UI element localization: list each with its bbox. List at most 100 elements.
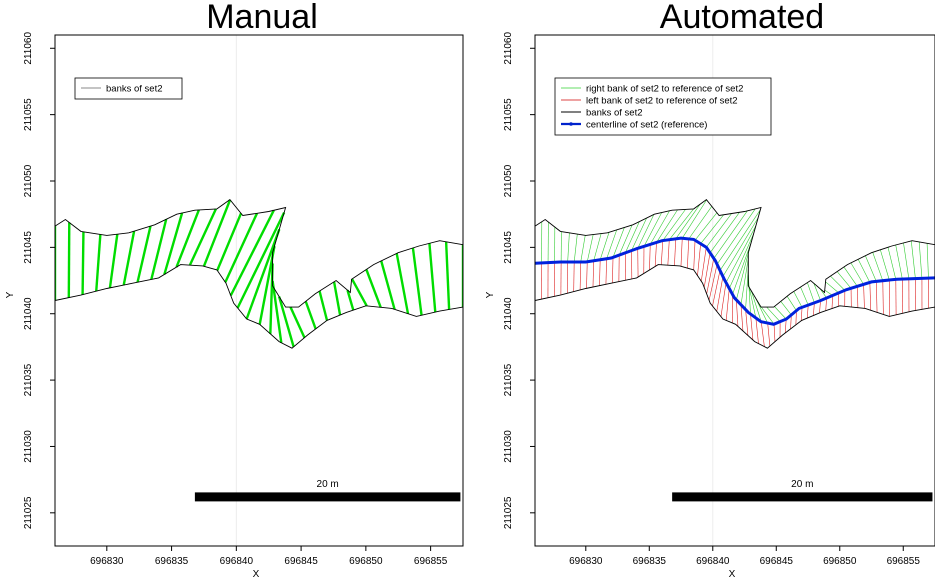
y-axis-label: Y (5, 291, 16, 298)
right-link-line (880, 249, 890, 281)
y-axis-label: Y (485, 291, 496, 298)
right-link-line (759, 304, 775, 325)
legend-label: right bank of set2 to reference of set2 (586, 83, 743, 94)
right-link-line (631, 217, 647, 251)
right-link-line (830, 275, 846, 291)
right-link-line (722, 217, 759, 277)
transect-line (175, 209, 201, 268)
legend-box (554, 77, 772, 136)
x-tick-label: 696840 (220, 556, 254, 567)
left-link-line (649, 244, 651, 270)
right-link-line (825, 281, 839, 294)
bank-line (55, 264, 463, 349)
right-link-line (593, 233, 602, 261)
left-link-line (703, 252, 711, 288)
right-link-line (807, 282, 815, 303)
plot-frame (54, 34, 464, 547)
right-link-line (918, 241, 923, 279)
right-link-line (669, 208, 694, 240)
right-link-line (725, 225, 757, 283)
x-tick-label: 696850 (823, 556, 857, 567)
left-link-line (736, 299, 739, 327)
transect-line (289, 306, 306, 339)
left-link-line (716, 276, 724, 312)
left-link-line (750, 313, 754, 341)
left-link-line (745, 309, 749, 336)
transect-line (81, 231, 85, 295)
x-tick-label: 696840 (696, 556, 730, 567)
right-link-line (709, 212, 740, 253)
y-tick-label: 211050 (23, 164, 34, 197)
left-link-line (667, 239, 670, 266)
left-link-line (863, 284, 865, 309)
right-link-line (748, 283, 757, 318)
left-link-line (697, 243, 701, 276)
right-link-line (606, 229, 618, 259)
left-link-line (857, 286, 859, 308)
transect-line (318, 290, 329, 321)
x-tick-label: 696845 (760, 556, 794, 567)
transect-line (163, 212, 184, 275)
left-link-line (882, 280, 884, 315)
transect-line (350, 278, 368, 307)
y-tick-label: 211035 (503, 363, 514, 396)
right-link-line (599, 232, 610, 260)
right-link-line (843, 266, 858, 287)
scalebar (672, 492, 933, 502)
left-link-line (612, 257, 614, 283)
left-link-line (813, 302, 815, 316)
plot-area (535, 198, 935, 349)
x-tick-label: 696850 (349, 556, 383, 567)
right-link-line (612, 227, 625, 258)
right-link-line (728, 233, 754, 289)
right-link-line (865, 255, 877, 282)
transect-line (271, 280, 283, 343)
y-tick-label: 211050 (503, 164, 514, 197)
chart-title: Automated (660, 0, 824, 36)
right-link-line (910, 240, 916, 279)
left-link-line (740, 304, 744, 331)
right-link-line (649, 210, 670, 245)
transect-line (411, 247, 423, 316)
transect-line (365, 269, 382, 308)
left-link-line (654, 242, 657, 267)
left-link-line (767, 323, 771, 347)
transect-line (202, 199, 232, 267)
chart-title: Manual (206, 0, 318, 36)
right-link-line (625, 221, 640, 253)
legend-label: banks of set2 (586, 107, 643, 118)
right-link-line (736, 249, 750, 300)
right-link-line (586, 234, 594, 262)
transect-line (395, 253, 410, 314)
left-link-line (660, 240, 664, 265)
transect-line (229, 209, 275, 297)
right-link-line (637, 214, 655, 249)
transect-line (332, 281, 342, 316)
transect-line (304, 300, 317, 330)
right-link-line (895, 244, 903, 280)
bank-line (55, 198, 463, 308)
transect-line (258, 245, 276, 325)
legend-label: left bank of set2 to reference of set2 (586, 95, 738, 106)
x-axis-label: X (253, 569, 260, 578)
right-link-line (675, 204, 701, 239)
centerline-line (535, 236, 935, 326)
y-tick-label: 211055 (23, 98, 34, 131)
right-link-line (793, 291, 803, 308)
right-link-line (774, 306, 787, 320)
x-tick-label: 696855 (887, 556, 921, 567)
left-link-line (706, 258, 715, 294)
transect-line (346, 289, 355, 311)
right-link-line (694, 212, 718, 241)
right-link-line (887, 247, 897, 280)
left-link-line (687, 238, 690, 269)
right-link-line (926, 243, 929, 279)
right-link-line (872, 252, 884, 281)
transect-line (224, 212, 259, 283)
right-link-line (573, 234, 578, 262)
x-tick-label: 696830 (569, 556, 603, 567)
scalebar-label: 20 m (791, 479, 813, 490)
plot-frame (534, 34, 935, 547)
left-link-line (806, 305, 809, 319)
right-link-line (656, 209, 678, 243)
